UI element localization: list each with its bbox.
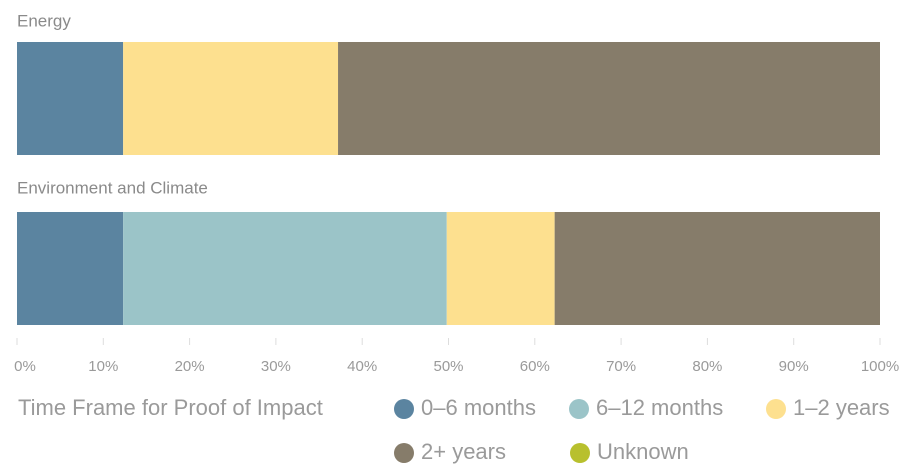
legend-swatch [394, 443, 414, 463]
x-tick-label: 90% [779, 358, 809, 375]
legend-label: 6–12 months [596, 395, 723, 420]
category-label: Energy [17, 11, 71, 30]
legend-label: 1–2 years [793, 395, 890, 420]
x-tick-label: 20% [175, 358, 205, 375]
bar-segment [446, 212, 555, 325]
x-tick-label: 70% [606, 358, 636, 375]
x-tick-label: 80% [692, 358, 722, 375]
legend-title: Time Frame for Proof of Impact [18, 395, 323, 420]
bar-segment [338, 42, 880, 155]
bar-segment [123, 42, 339, 155]
legend-swatch [570, 443, 590, 463]
legend-swatch [394, 399, 414, 419]
legend-swatch [766, 399, 786, 419]
bar-segment [554, 212, 880, 325]
x-tick-label: 40% [347, 358, 377, 375]
x-tick-label: 10% [88, 358, 118, 375]
category-label: Environment and Climate [17, 178, 208, 197]
legend-label: 0–6 months [421, 395, 536, 420]
x-tick-label: 0% [14, 358, 36, 375]
x-tick-label: 100% [861, 358, 899, 375]
x-tick-label: 60% [520, 358, 550, 375]
legend-swatch [569, 399, 589, 419]
bar-segment [17, 42, 124, 155]
x-tick-label: 30% [261, 358, 291, 375]
legend-label: 2+ years [421, 439, 506, 464]
bar-segment [123, 212, 447, 325]
bar-segment [17, 212, 124, 325]
legend-label: Unknown [597, 439, 689, 464]
x-tick-label: 50% [433, 358, 463, 375]
